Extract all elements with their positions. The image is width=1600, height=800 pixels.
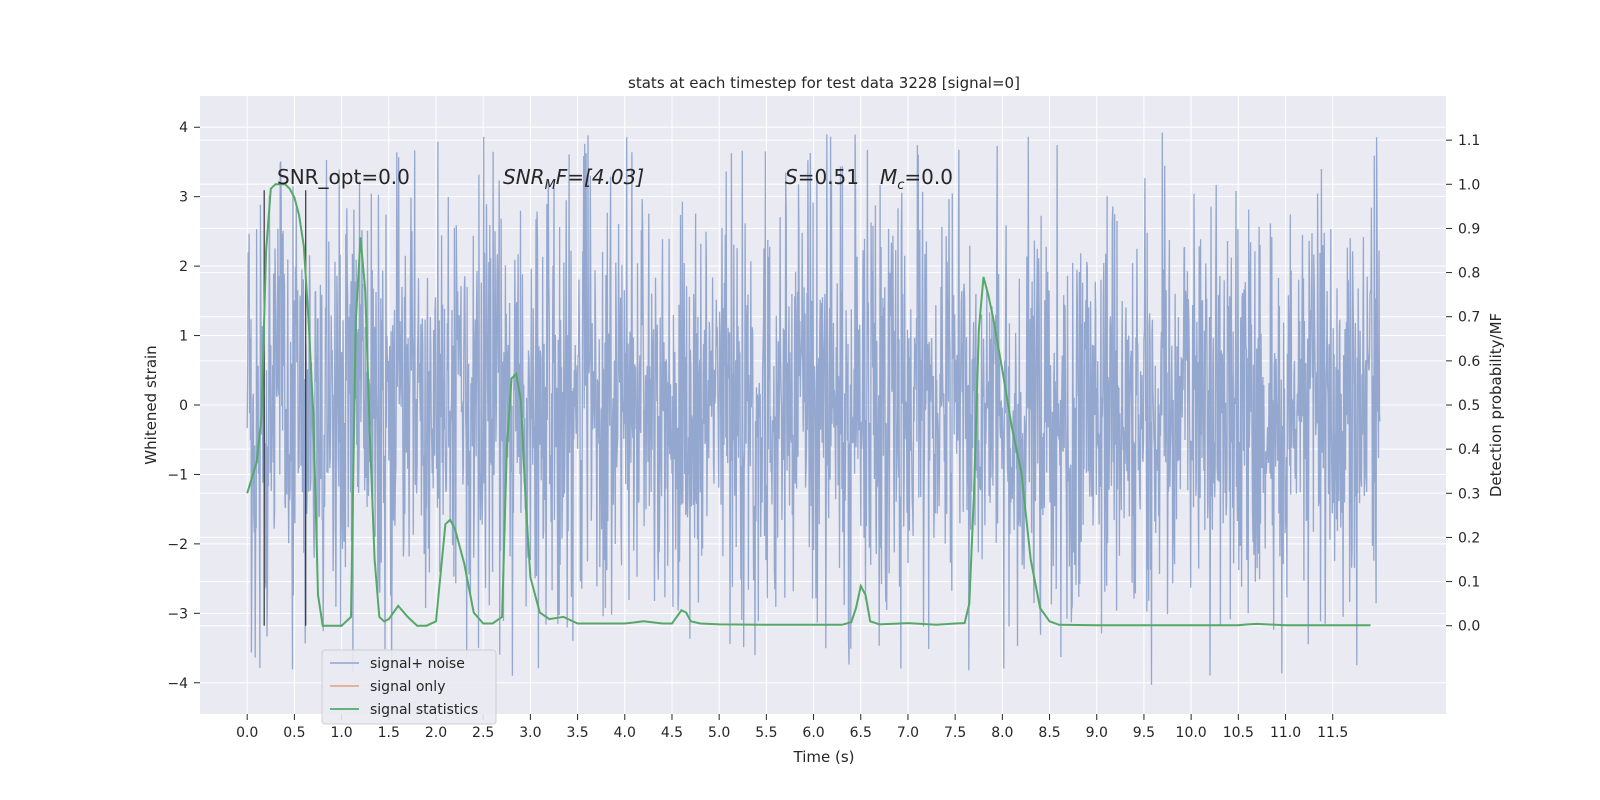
annotation-snr-mf-main: SNR (503, 165, 545, 189)
y-tick-label: 0 (179, 398, 188, 414)
y2-tick-label: 0.2 (1458, 530, 1480, 546)
series-signal-plus-noise (246, 132, 1381, 685)
y2-tick-label: 0.1 (1458, 575, 1480, 591)
x-tick-label: 0.5 (283, 725, 305, 741)
x-tick-label: 9.0 (1086, 725, 1108, 741)
x-tick-label: 3.5 (566, 725, 588, 741)
annotation-s-label: S (785, 165, 798, 189)
y-tick-label: −2 (167, 537, 188, 553)
x-tick-label: 11.5 (1317, 725, 1348, 741)
x-tick-label: 5.0 (708, 725, 730, 741)
x-axis-ticks: 0.0 0.5 1.0 1.5 2.0 2.5 3.0 3.5 4.0 4.5 5.0 5.5 6.0 6… (236, 714, 1348, 741)
line-signal-plus-noise (246, 132, 1381, 685)
y2-tick-label: 0.6 (1458, 354, 1480, 370)
annotation-snr-mf: SNRMF=[4.03] (503, 165, 644, 193)
y-tick-label: 1 (179, 329, 188, 345)
x-tick-label: 8.0 (991, 725, 1013, 741)
y-tick-label: 3 (179, 190, 188, 206)
legend-box (321, 649, 497, 725)
x-tick-label: 2.5 (472, 725, 494, 741)
x-axis-label: Time (s) (793, 748, 855, 766)
series-signal-statistics (246, 183, 1371, 627)
y-tick-label: −1 (167, 467, 188, 483)
x-tick-label: 7.5 (944, 725, 966, 741)
x-tick-label: 3.0 (519, 725, 541, 741)
line-signal-statistics (246, 183, 1371, 627)
y2-tick-label: 0.8 (1458, 266, 1480, 282)
y-axis-label: Whitened strain (142, 345, 160, 464)
x-tick-label: 0.0 (236, 725, 258, 741)
y2-axis-ticks: 0.0 0.1 0.2 0.3 0.4 0.5 0.6 0.7 0.8 0.9 1.0 1.1 (1446, 133, 1480, 635)
y2-axis-label: Detection probability/MF (1487, 313, 1505, 497)
y-tick-label: 2 (179, 259, 188, 275)
annotation-mc-value: =0.0 (904, 165, 953, 189)
y-axis-ticks: −4 −3 −2 −1 0 1 2 3 4 (167, 120, 200, 692)
annotation-s-value: =0.51 (798, 165, 859, 189)
x-tick-label: 4.5 (661, 725, 683, 741)
x-tick-label: 6.0 (802, 725, 824, 741)
legend: signal+ noise signal only signal statist… (321, 649, 497, 725)
x-tick-label: 1.5 (378, 725, 400, 741)
y-tick-label: 4 (179, 120, 188, 136)
annotation-snr-mf-rest: F=[4.03] (556, 165, 644, 189)
x-tick-label: 5.5 (755, 725, 777, 741)
x-tick-label: 10.0 (1176, 725, 1207, 741)
x-tick-label: 11.0 (1270, 725, 1301, 741)
y2-tick-label: 0.9 (1458, 221, 1480, 237)
x-tick-label: 6.5 (850, 725, 872, 741)
legend-label-signal-only: signal only (370, 679, 445, 695)
y2-tick-label: 0.5 (1458, 398, 1480, 414)
annotation-s: S=0.51 (785, 165, 859, 189)
annotation-mc: Mc=0.0 (880, 165, 953, 193)
x-tick-label: 7.0 (897, 725, 919, 741)
legend-label-signal-plus-noise: signal+ noise (370, 656, 465, 672)
x-tick-label: 8.5 (1038, 725, 1060, 741)
y2-tick-label: 0.0 (1458, 619, 1480, 635)
y-tick-label: −3 (167, 606, 188, 622)
legend-label-signal-statistics: signal statistics (370, 702, 478, 718)
annotation-snr-opt: SNR_opt=0.0 (277, 165, 410, 189)
x-tick-label: 1.0 (330, 725, 352, 741)
annotation-mc-label: M (880, 165, 897, 189)
y-tick-label: −4 (167, 676, 188, 692)
x-tick-label: 4.0 (614, 725, 636, 741)
y2-tick-label: 1.0 (1458, 177, 1480, 193)
x-tick-label: 9.5 (1133, 725, 1155, 741)
annotation-mc-sub: c (897, 178, 904, 193)
y2-tick-label: 1.1 (1458, 133, 1480, 149)
chart-title: stats at each timestep for test data 322… (628, 74, 1020, 92)
y2-tick-label: 0.4 (1458, 442, 1480, 458)
y2-tick-label: 0.3 (1458, 486, 1480, 502)
annotation-snr-mf-sub: M (545, 178, 556, 193)
y2-tick-label: 0.7 (1458, 310, 1480, 326)
x-tick-label: 10.5 (1223, 725, 1254, 741)
x-tick-label: 2.0 (425, 725, 447, 741)
